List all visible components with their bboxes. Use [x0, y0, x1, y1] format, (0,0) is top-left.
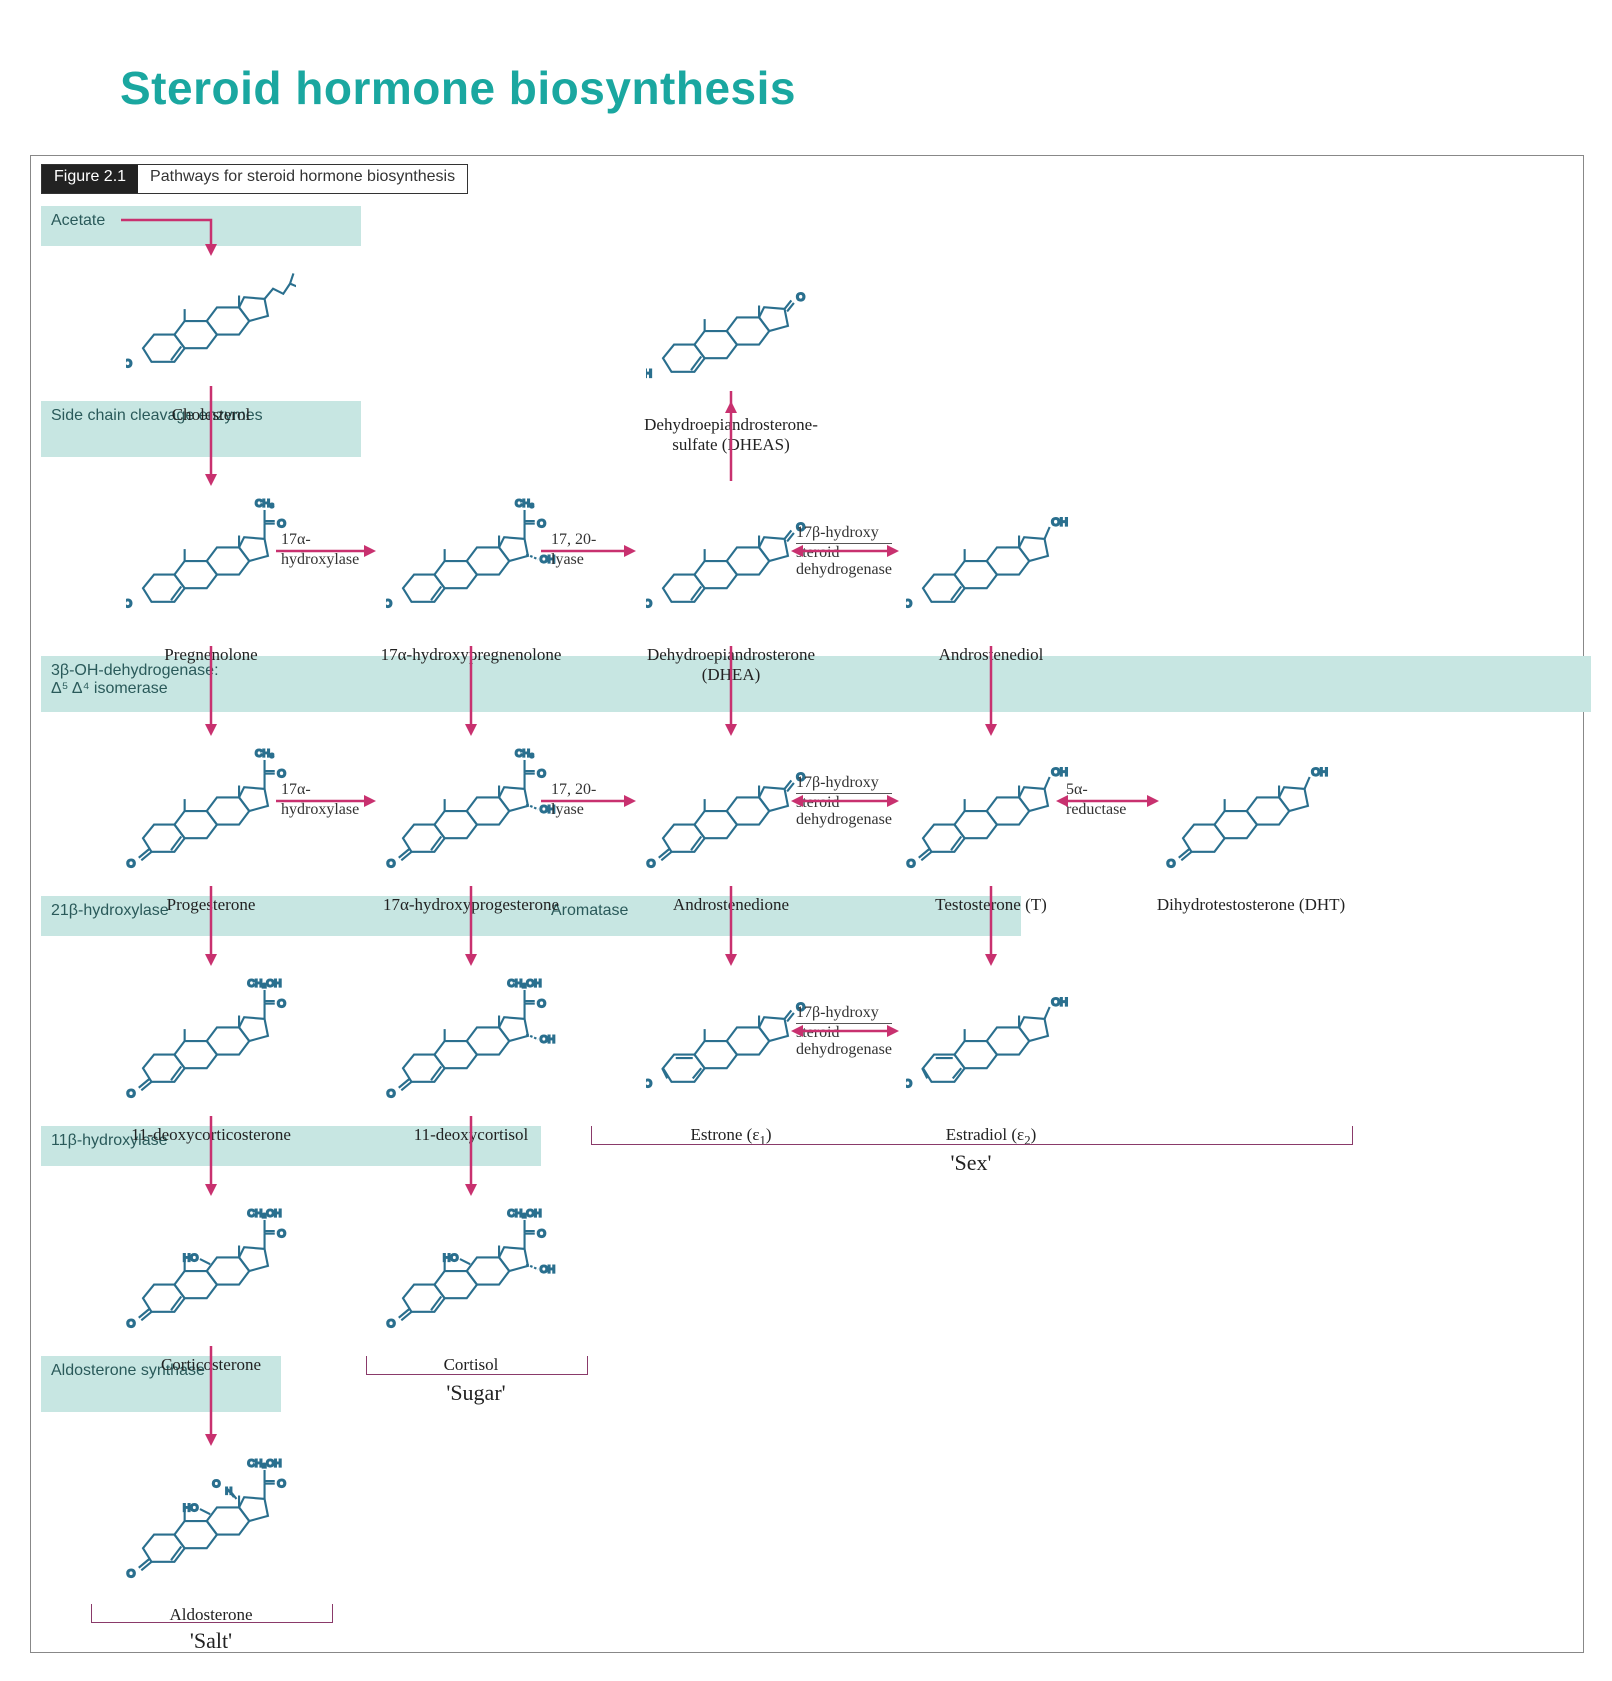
- bracket-label-b_sugar: 'Sugar': [366, 1380, 586, 1406]
- arrow-a_preg_17p: [276, 545, 376, 557]
- arrow-a_cort_aldo: [205, 1346, 217, 1446]
- arrow-a_prog_11doc: [205, 886, 217, 966]
- figure-frame: Figure 2.1 Pathways for steroid hormone …: [30, 155, 1584, 1653]
- arrow-a_11doc_cort: [205, 1116, 217, 1196]
- arrow-a_preg_prog: [205, 646, 217, 736]
- arrow-a_t_e2: [985, 886, 997, 966]
- arrow-a_e1_e2: [791, 1025, 899, 1037]
- arrow-a_17pg_adione: [541, 795, 636, 807]
- bracket-label-b_sex: 'Sex': [591, 1150, 1351, 1176]
- arrows-svg: [31, 156, 1583, 1652]
- arrow-a_chol_preg: [205, 386, 217, 486]
- arrow-a_acet: [121, 220, 217, 256]
- arrow-a_17pg_11dc: [465, 886, 477, 966]
- arrow-a_17p_17pg: [465, 646, 477, 736]
- arrow-a_adione_e1: [725, 886, 737, 966]
- page-title: Steroid hormone biosynthesis: [120, 61, 796, 115]
- arrow-a_17p_dhea: [541, 545, 636, 557]
- arrow-a_prog_17pg: [276, 795, 376, 807]
- arrow-a_dhea_dheas: [725, 391, 737, 481]
- arrow-a_11dc_crtl: [465, 1116, 477, 1196]
- arrow-a_t_dht: [1056, 795, 1159, 807]
- arrow-a_adione_t: [791, 795, 899, 807]
- bracket-b_sugar: [366, 1356, 588, 1375]
- bracket-b_sex: [591, 1126, 1353, 1145]
- arrow-a_dhea_adiol: [791, 545, 899, 557]
- page: Steroid hormone biosynthesis Figure 2.1 …: [0, 0, 1612, 1681]
- bracket-label-b_salt: 'Salt': [91, 1628, 331, 1654]
- arrow-a_adiol_t: [985, 646, 997, 736]
- arrow-a_dhea_adione: [725, 646, 737, 736]
- bracket-b_salt: [91, 1604, 333, 1623]
